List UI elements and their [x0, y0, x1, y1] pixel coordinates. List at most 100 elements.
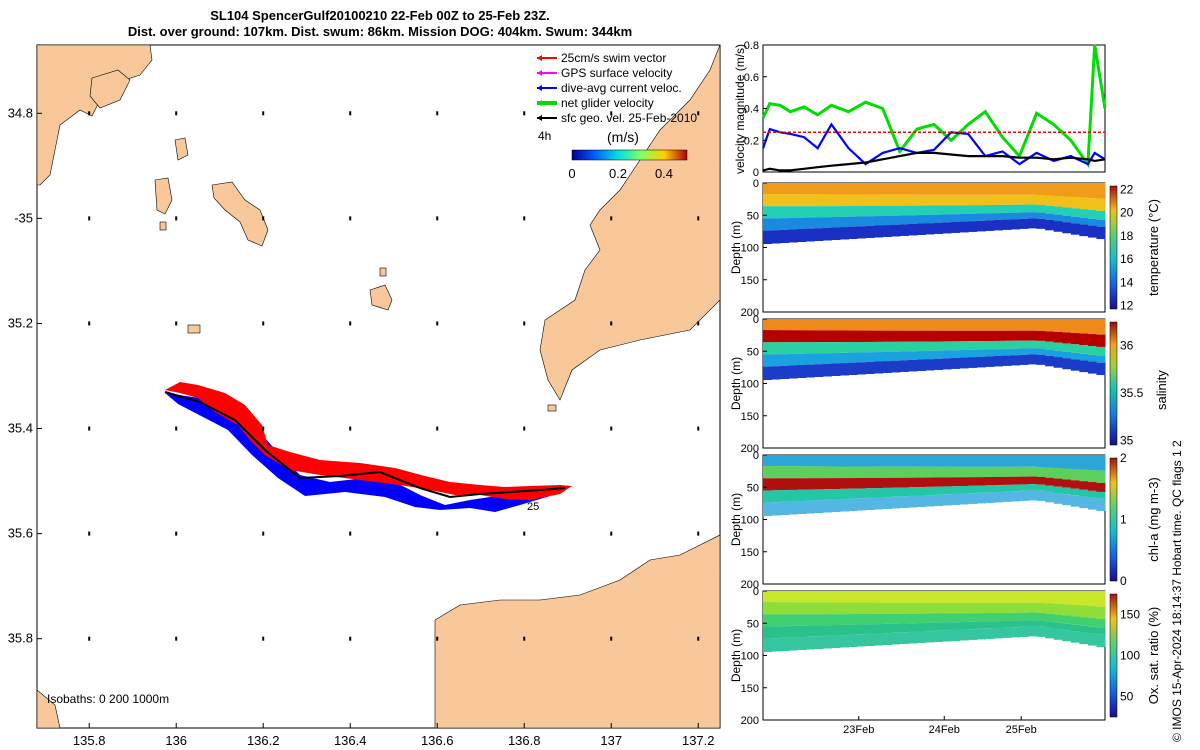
section-cell: [1070, 495, 1080, 507]
section-cell: [916, 194, 926, 206]
figure-title-line1: SL104 SpencerGulf20100210 22-Feb 00Z to …: [210, 8, 550, 23]
section-cell: [1002, 466, 1012, 477]
section-cell: [1096, 618, 1106, 628]
geo-velocity-dot: [436, 321, 439, 326]
section-cell: [1079, 455, 1089, 470]
geo-velocity-dot: [436, 426, 439, 431]
geo-velocity-dot: [436, 216, 439, 221]
section-cell: [788, 455, 798, 467]
section-cell: [934, 330, 944, 342]
section-cell: [865, 319, 875, 331]
section-cell: [1062, 630, 1072, 642]
section-cell: [1036, 484, 1046, 491]
section-cell: [857, 624, 867, 635]
section-cell: [797, 183, 807, 195]
section-cell: [1019, 194, 1029, 205]
section-cell: [1087, 319, 1097, 335]
section-cell: [1070, 319, 1080, 334]
section-colorbar-tick-label: 22: [1120, 182, 1134, 196]
section-cell: [1079, 489, 1089, 497]
section-cell: [822, 342, 832, 354]
section-cell: [1036, 212, 1046, 219]
section-cell: [1087, 225, 1097, 238]
velocity-y-tick-label: 0.2: [744, 135, 759, 147]
section-cell: [976, 341, 986, 350]
section-cell: [1028, 626, 1038, 637]
map-y-axis: 34.8 -35 35.2 35.4 35.6 35.8: [8, 105, 42, 646]
section-cell: [857, 634, 867, 647]
section-cell: [993, 455, 1003, 467]
section-cell: [839, 216, 849, 228]
section-cell: [797, 206, 807, 218]
section-cell: [805, 330, 815, 343]
section-cell: [976, 492, 986, 504]
section-cell: [865, 488, 875, 498]
section-cell: [934, 455, 944, 467]
section-cell: [959, 194, 969, 206]
section-cell: [822, 614, 832, 626]
section-cell: [985, 183, 995, 195]
section-cell: [925, 330, 935, 342]
map-x-axis: 135.8 136 136.2 136.4 136.6 136.8 137 137.2: [73, 723, 715, 748]
section-cell: [1019, 602, 1029, 613]
section-cell: [934, 630, 944, 642]
section-cell: [814, 217, 824, 229]
section-cell: [934, 613, 944, 623]
section-cell: [788, 217, 798, 230]
section-cell: [1087, 198, 1097, 211]
section-cell: [942, 205, 952, 215]
section-cell: [848, 362, 858, 375]
section-cell: [925, 591, 935, 603]
section-cell: [899, 215, 909, 225]
legend-label: sfc geo. vel. 25-Feb-2010: [561, 111, 697, 125]
section-cell: [925, 466, 935, 478]
geo-velocity-dot: [610, 111, 613, 116]
geo-velocity-dot: [436, 636, 439, 641]
section-cell: [805, 466, 815, 479]
section-cell: [788, 206, 798, 218]
section-cell: [857, 602, 867, 614]
section-cell: [1010, 348, 1020, 356]
section-cell: [908, 487, 918, 496]
section-cell: [874, 602, 884, 614]
section-cell: [1036, 626, 1046, 637]
section-cell: [1010, 476, 1020, 485]
section-cell: [865, 591, 875, 603]
section-cell: [916, 495, 926, 507]
section-cell: [1045, 477, 1055, 486]
section-cell: [865, 613, 875, 625]
section-cell: [1053, 342, 1063, 351]
section-cell: [951, 330, 961, 342]
section-cell: [925, 613, 935, 623]
section-cell: [1002, 219, 1012, 230]
section-cell: [882, 319, 892, 331]
section-cell: [985, 455, 995, 467]
section-cell: [916, 341, 926, 352]
geo-velocity-dot: [349, 531, 352, 536]
section-cell: [925, 223, 935, 235]
section-cell: [814, 353, 824, 365]
section-cell: [874, 341, 884, 353]
section-cell: [959, 493, 969, 505]
section-cell: [1079, 345, 1089, 354]
section-cell: [882, 487, 892, 498]
section-cell: [942, 214, 952, 223]
section-cell: [1019, 340, 1029, 349]
section-cell: [1028, 194, 1038, 205]
section-cell: [805, 194, 815, 207]
section-cell: [874, 591, 884, 603]
section-y-tick-label: 100: [741, 515, 759, 527]
swim-vector-band: [165, 382, 572, 500]
section-cell: [865, 466, 875, 478]
section-cell: [1062, 222, 1072, 234]
section-cell: [788, 478, 798, 490]
section-cell: [857, 591, 867, 603]
section-cell: [763, 638, 773, 653]
section-y-tick-label: 0: [753, 314, 759, 326]
section-cell: [1070, 216, 1080, 224]
section-cell: [899, 487, 909, 497]
section-cell: [1010, 183, 1020, 195]
glider-track-line: [164, 391, 566, 499]
section-cell: [951, 455, 961, 467]
